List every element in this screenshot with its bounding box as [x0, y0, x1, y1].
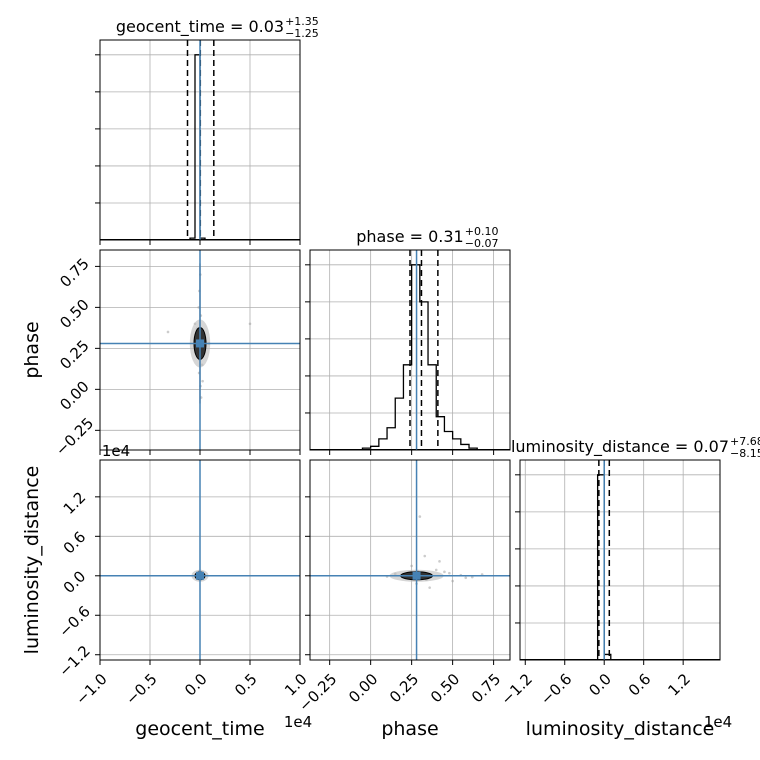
hist-panel-phase: [310, 250, 510, 450]
panel-frame: [309, 249, 511, 451]
y-axis-label-luminosity_distance: luminosity_distance: [21, 466, 43, 655]
title-phase: phase = 0.31: [356, 227, 463, 246]
x-tick-label: 0.0: [585, 670, 615, 700]
x-tick-label: −0.6: [537, 670, 575, 708]
y-tick-label: −0.6: [55, 602, 93, 640]
title-upper-error: +0.10: [465, 225, 499, 238]
y-tick-label: 0.6: [60, 528, 90, 558]
x-axis-label-geocent_time: geocent_time: [135, 718, 264, 740]
scatter-panel-phase_vs_geocent_time: [100, 250, 300, 450]
y-tick-label: 0.0: [60, 567, 90, 597]
truth-marker: [196, 339, 204, 348]
x-tick-label: −1.2: [498, 670, 536, 708]
x-tick-label: −0.5: [122, 670, 160, 708]
x-tick-label: 0.50: [427, 670, 463, 706]
title-text: geocent_time = 0.03: [116, 17, 284, 37]
x-tick-label: 0.0: [181, 670, 211, 700]
hist-panel-luminosity_distance: [520, 460, 720, 660]
sample-point: [428, 586, 431, 589]
truth-marker: [412, 571, 421, 580]
sample-point: [418, 515, 422, 518]
y-tick-label: 0.25: [56, 337, 92, 373]
title-upper-error: +1.35: [285, 15, 319, 28]
y-tick-label: −0.25: [52, 414, 97, 459]
title-lower-error: −1.25: [285, 27, 319, 40]
x-offset-label: 1e4: [704, 713, 732, 731]
panel-frame: [519, 459, 721, 661]
x-tick-label: 0.6: [625, 670, 655, 700]
truth-marker: [196, 571, 204, 580]
y-tick-label: −1.2: [55, 642, 93, 680]
sample-point: [248, 322, 252, 326]
sample-point: [423, 554, 427, 558]
title-text: phase = 0.31: [356, 227, 463, 246]
title-upper-error: +7.68: [730, 435, 760, 448]
sample-point: [438, 560, 441, 563]
y-axis-label-phase: phase: [21, 321, 43, 378]
sample-point: [464, 576, 468, 580]
y-tick-label: 0.00: [56, 378, 92, 414]
x-tick-label: 0.00: [345, 670, 381, 706]
histogram-step-phase: [321, 264, 502, 450]
sample-point: [448, 571, 451, 575]
y-tick-label: 0.50: [56, 296, 92, 332]
title-lower-error: −0.07: [465, 237, 499, 250]
x-axis-label-luminosity_distance: luminosity_distance: [526, 718, 715, 740]
x-tick-label: 0.25: [386, 670, 422, 706]
scatter-panel-ld_vs_phase: [310, 460, 510, 660]
title-lower-error: −8.15: [730, 447, 760, 460]
x-axis-label-phase: phase: [381, 718, 438, 740]
hist-panel-geocent_time: [100, 40, 300, 240]
sample-point: [410, 564, 413, 568]
title-geocent_time: geocent_time = 0.03: [116, 17, 284, 37]
sample-point: [201, 379, 204, 383]
x-tick-label: 1.2: [664, 670, 694, 700]
title-text: luminosity_distance = 0.07: [511, 437, 729, 457]
sample-point: [166, 330, 170, 334]
panel-frame: [309, 459, 511, 661]
sample-point: [443, 570, 446, 574]
y-offset-label: 1e4: [102, 442, 130, 460]
x-tick-label: 0.75: [468, 670, 504, 706]
sample-point: [434, 568, 438, 572]
scatter-panel-ld_vs_geocent_time: [100, 460, 300, 660]
sample-point: [451, 579, 454, 583]
x-offset-label: 1e4: [284, 713, 312, 731]
x-tick-label: −1.0: [72, 670, 110, 708]
y-tick-label: 0.75: [56, 255, 92, 291]
y-tick-label: 1.2: [60, 488, 90, 518]
title-luminosity_distance: luminosity_distance = 0.07: [511, 437, 729, 457]
x-tick-label: 0.5: [231, 670, 261, 700]
